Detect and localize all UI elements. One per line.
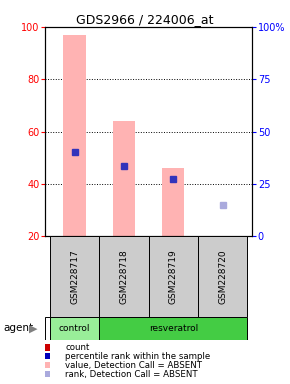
Text: GSM228720: GSM228720 [218, 249, 227, 304]
Bar [113, 121, 135, 236]
Text: control: control [59, 324, 90, 333]
Bar [162, 168, 184, 236]
Bar [99, 317, 247, 340]
Text: percentile rank within the sample: percentile rank within the sample [65, 352, 211, 361]
Text: GSM228717: GSM228717 [70, 249, 79, 304]
Text: GSM228718: GSM228718 [119, 249, 128, 304]
Bar [50, 317, 99, 340]
Bar [64, 35, 86, 236]
Text: GDS2966 / 224006_at: GDS2966 / 224006_at [76, 13, 214, 26]
Text: agent: agent [3, 323, 33, 333]
Text: count: count [65, 343, 90, 352]
Text: ▶: ▶ [29, 323, 37, 333]
Bar [99, 236, 149, 317]
Text: resveratrol: resveratrol [149, 324, 198, 333]
Text: GSM228719: GSM228719 [169, 249, 178, 304]
Bar [149, 236, 198, 317]
Text: rank, Detection Call = ABSENT: rank, Detection Call = ABSENT [65, 369, 198, 379]
Text: value, Detection Call = ABSENT: value, Detection Call = ABSENT [65, 361, 202, 370]
Bar [198, 236, 247, 317]
Bar [50, 236, 99, 317]
